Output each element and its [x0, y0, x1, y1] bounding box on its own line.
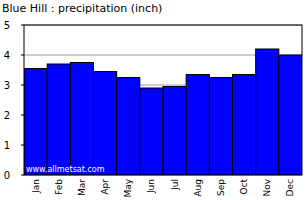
chart: Blue Hill : precipitation (inch) 0 1 2 3 4 5 Ja… [0, 0, 306, 200]
y-tick-label: 0 [4, 170, 10, 181]
x-tick-label: Oct [239, 179, 249, 195]
bar [70, 63, 93, 176]
x-tick-label: Jul [170, 179, 180, 191]
bar [140, 88, 163, 175]
y-tick-label: 2 [4, 110, 10, 121]
x-tick-label: May [123, 178, 133, 197]
x-tick-label: Aug [193, 179, 203, 197]
plot-frame [24, 25, 302, 175]
bar [24, 69, 47, 176]
x-tick-label: Sep [216, 179, 226, 196]
x-tick-label: Mar [77, 179, 87, 196]
y-tick-label: 1 [4, 140, 10, 151]
bar [94, 72, 117, 176]
title: Blue Hill : precipitation (inch) [2, 2, 162, 15]
x-tick-label: Jun [146, 179, 156, 194]
y-tick-label: 5 [4, 20, 10, 31]
bars [24, 49, 302, 175]
bar [163, 87, 186, 176]
x-tick-label: Apr [100, 179, 110, 195]
x-tick-label: Dec [285, 179, 295, 196]
bar [233, 75, 256, 176]
bar [117, 78, 140, 176]
bar [186, 75, 209, 176]
y-tick-label: 3 [4, 80, 10, 91]
x-tick-label: Nov [262, 178, 272, 196]
watermark: www.allmetsat.com [26, 165, 105, 174]
bar [209, 78, 232, 176]
x-tick-label: Jan [31, 179, 41, 194]
y-tick-label: 4 [4, 50, 10, 61]
bar [256, 49, 279, 175]
x-tick-label: Feb [54, 179, 64, 195]
plot-area [24, 25, 302, 175]
chart-root: Blue Hill : precipitation (inch) 0 1 2 3 4 5 Ja… [0, 0, 306, 200]
bar [47, 64, 70, 175]
bar [279, 55, 302, 175]
